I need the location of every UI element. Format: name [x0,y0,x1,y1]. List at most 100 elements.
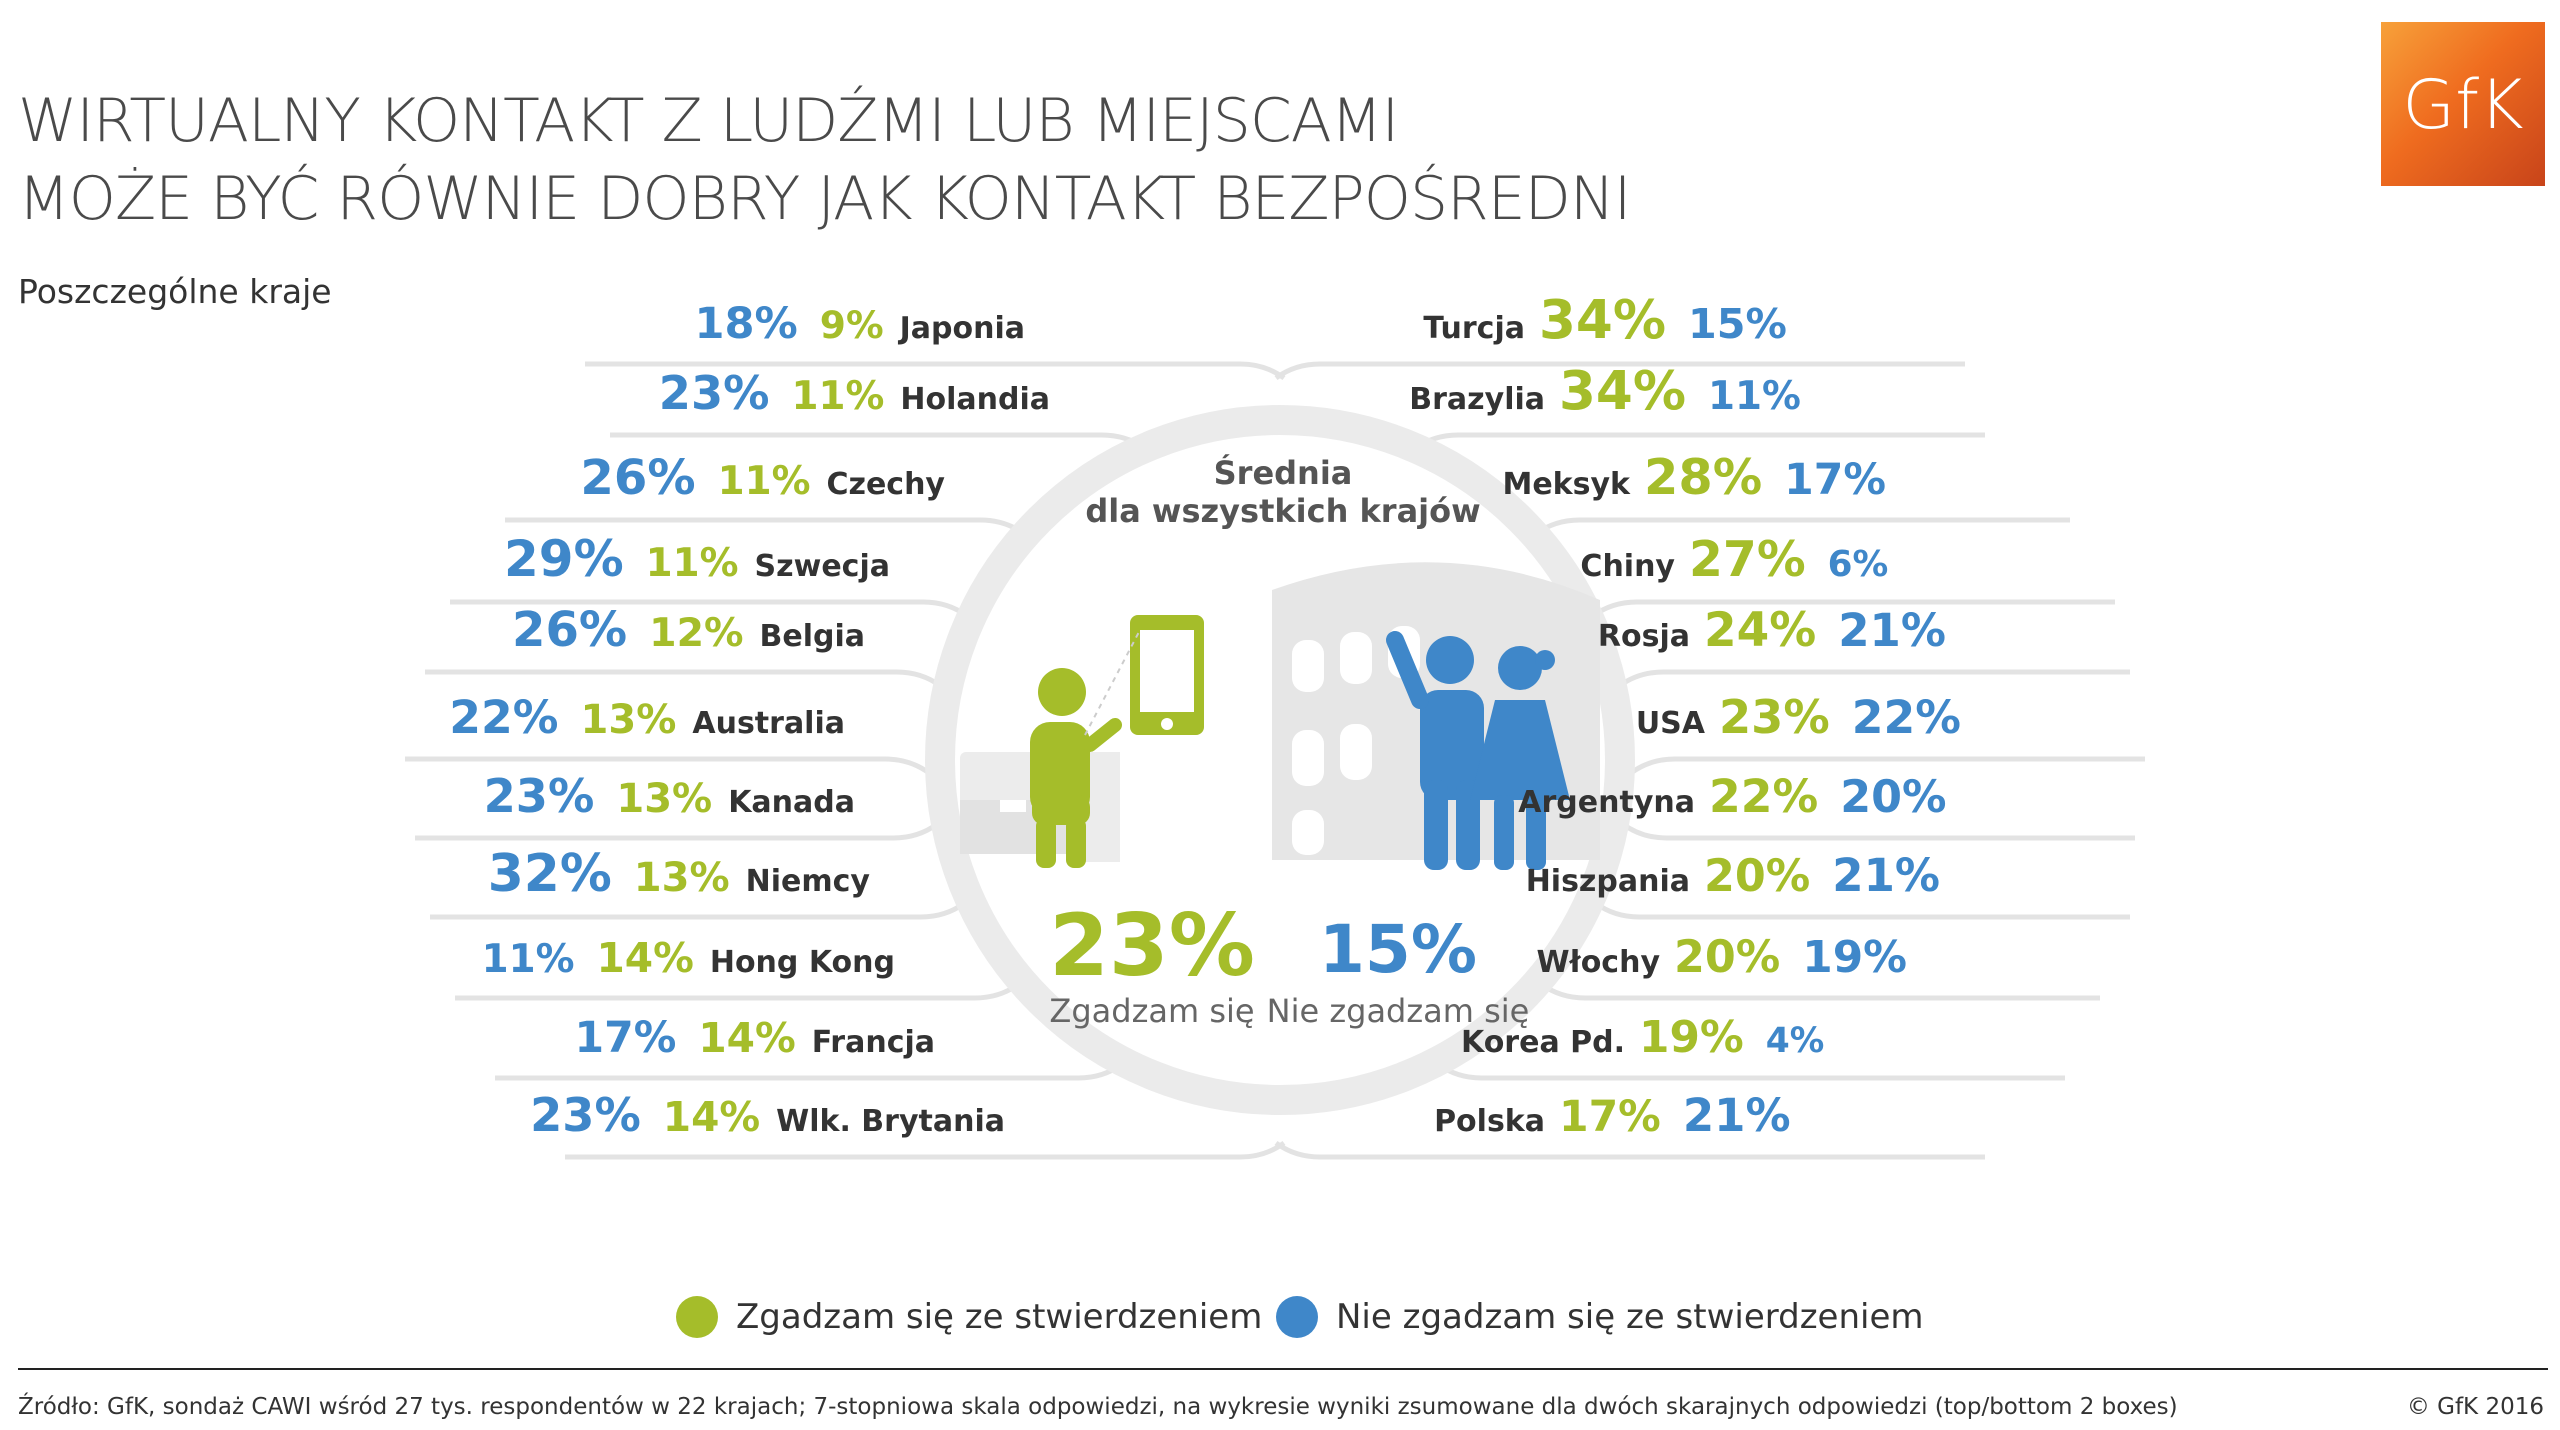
country-name: Francja [812,1025,935,1060]
legend-item-agree: Zgadzam się ze stwierdzeniem [676,1296,1262,1338]
country-name: USA [1636,706,1706,741]
connector-line-left-6 [415,821,939,841]
country-name: Holandia [900,382,1050,417]
disagree-value: 11% [1708,374,1801,419]
disagree-dot-icon [1276,1296,1318,1338]
country-name: Hiszpania [1526,864,1690,899]
person-with-phone-icon [960,615,1204,868]
agree-value: 34% [1559,360,1686,422]
disagree-value: 21% [1832,849,1940,902]
title-line-2: MOŻE BYĆ RÓWNIE DOBRY JAK KONTAKT BEZPOŚ… [18,164,1631,234]
agree-value: 13% [581,697,677,743]
center-ring [925,405,1635,1115]
disagree-value: 15% [1688,300,1787,348]
agree-value: 23% [1719,690,1830,744]
connector-line-right-0 [1274,361,1965,381]
connector-line-left-4 [425,669,943,689]
country-name: Rosja [1598,619,1690,654]
logo-text: GfK [2402,66,2524,145]
agree-value: 9% [820,303,884,347]
title-line-1: WIRTUALNY KONTAKT Z LUDŹMI LUB MIEJSCAMI [18,86,1399,156]
disagree-value: 21% [1683,1089,1791,1142]
country-name: Niemcy [746,864,871,899]
connector-line-right-5 [1629,756,2145,776]
agree-value: 24% [1704,603,1816,658]
agree-value: 14% [698,1014,795,1062]
agree-value: 14% [663,1093,760,1141]
agree-value: 34% [1539,289,1666,351]
agree-value: 27% [1689,532,1806,588]
country-name: Szwecja [755,549,890,584]
agree-value: 28% [1644,448,1762,506]
disagree-value: 22% [1852,691,1961,744]
average-disagree-label: Nie zgadzam się [1267,992,1530,1030]
agree-value: 12% [649,610,743,656]
connector-line-left-9 [495,1061,1124,1081]
footer-divider [18,1368,2548,1370]
disagree-value: 26% [580,450,695,506]
disagree-value: 23% [484,769,595,823]
country-name: Korea Pd. [1461,1025,1625,1060]
center-caption-line-2: dla wszystkich krajów [1085,492,1480,530]
agree-value: 20% [1674,932,1780,983]
country-name: Kanada [728,785,855,820]
country-name: Meksyk [1502,467,1631,502]
legend-agree-label: Zgadzam się ze stwierdzeniem [736,1297,1263,1337]
connector-line-left-1 [610,432,1148,452]
country-name: Belgia [760,619,866,654]
country-name: Turcja [1423,311,1525,346]
connector-line-right-8 [1539,981,2100,1001]
subtitle: Poszczególne kraje [18,272,332,311]
connector-line-right-6 [1621,821,2135,841]
agree-value: 13% [634,855,730,901]
agree-value: 11% [718,459,811,504]
agree-value: 13% [616,776,712,822]
connector-line-right-7 [1593,900,2130,920]
country-name: Japonia [898,311,1025,346]
agree-value: 14% [596,934,693,982]
disagree-value: 29% [504,530,624,588]
disagree-value: 23% [530,1088,641,1142]
country-labels: Japonia 9% 18% Holandia 11% 23% Czechy 11% 26% Sz… [449,289,1961,1142]
colosseum-tourists-icon [1272,562,1600,870]
center-caption-line-1: Średnia [1214,453,1353,492]
connector-line-right-9 [1436,1061,2065,1081]
average-agree-label: Zgadzam się [1049,992,1254,1030]
copyright: © GfK 2016 [2406,1394,2544,1420]
connector-line-left-5 [405,756,931,776]
connector-line-left-8 [455,981,1021,1001]
disagree-value: 23% [659,366,770,420]
connector-line-right-10 [1274,1140,1985,1160]
gfk-logo: GfK [2381,22,2545,186]
connector-line-left-10 [565,1140,1286,1160]
country-name: Czechy [826,467,945,502]
country-name: Wlk. Brytania [776,1104,1005,1139]
disagree-value: 11% [482,937,575,982]
country-name: Argentyna [1518,785,1695,820]
country-name: Chiny [1580,549,1675,584]
connector-line-right-4 [1617,669,2130,689]
agree-dot-icon [676,1296,718,1338]
legend-item-disagree: Nie zgadzam się ze stwierdzeniem [1276,1296,1924,1338]
legend-disagree-label: Nie zgadzam się ze stwierdzeniem [1336,1297,1924,1337]
disagree-value: 21% [1838,604,1946,657]
agree-value: 19% [1639,1012,1744,1063]
agree-value: 11% [791,374,884,419]
disagree-value: 4% [1766,1021,1825,1061]
disagree-value: 19% [1802,932,1907,983]
source-note: Źródło: GfK, sondaż CAWI wśród 27 tys. r… [18,1394,2178,1420]
average-disagree-value: 15% [1319,911,1477,988]
agree-value: 11% [646,541,739,586]
agree-value: 20% [1704,851,1810,902]
disagree-value: 6% [1828,544,1889,585]
country-name: Polska [1434,1104,1545,1139]
connector-line-left-7 [430,900,967,920]
disagree-value: 20% [1840,772,1946,823]
agree-value: 17% [1559,1093,1661,1142]
disagree-value: 22% [449,691,558,744]
disagree-value: 32% [488,844,612,904]
country-name: Hong Kong [710,945,895,980]
disagree-value: 26% [512,602,627,658]
disagree-value: 18% [695,299,798,349]
